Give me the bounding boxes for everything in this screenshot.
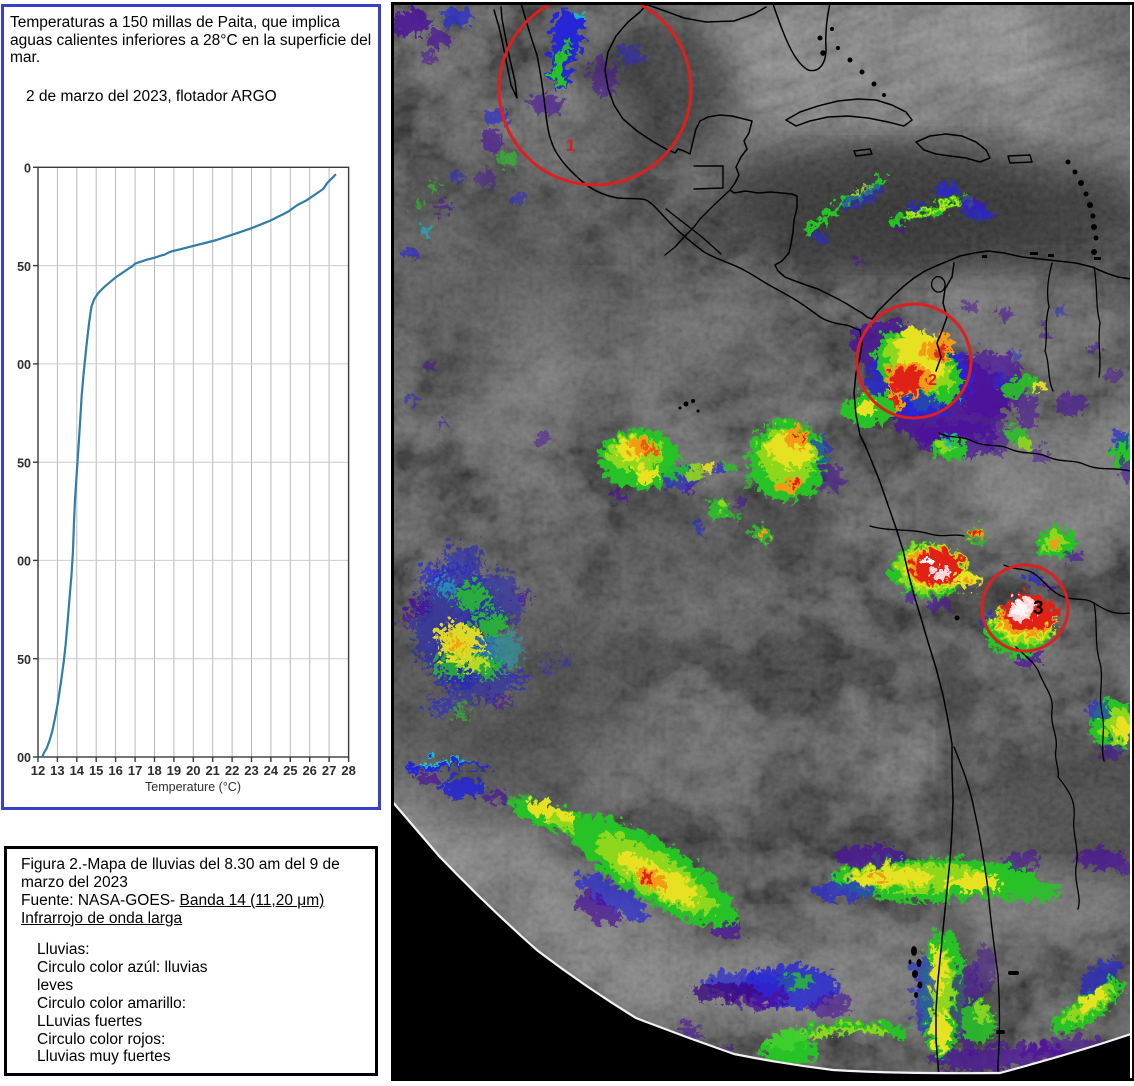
svg-text:20: 20: [186, 763, 200, 778]
svg-text:3: 3: [1033, 598, 1044, 619]
svg-text:50: 50: [17, 456, 31, 470]
svg-text:00: 00: [17, 751, 31, 765]
svg-text:12: 12: [31, 763, 45, 778]
svg-text:15: 15: [89, 763, 103, 778]
svg-text:18: 18: [147, 763, 161, 778]
svg-text:Temperature (°C): Temperature (°C): [145, 780, 241, 794]
svg-text:21: 21: [205, 763, 219, 778]
svg-text:50: 50: [17, 260, 31, 274]
svg-text:27: 27: [322, 763, 336, 778]
svg-text:23: 23: [244, 763, 258, 778]
svg-text:22: 22: [225, 763, 239, 778]
svg-text:25: 25: [283, 763, 297, 778]
svg-text:00: 00: [17, 555, 31, 569]
svg-text:14: 14: [70, 763, 85, 778]
svg-text:1: 1: [566, 136, 575, 155]
svg-text:2: 2: [928, 372, 937, 389]
svg-text:26: 26: [302, 763, 316, 778]
svg-text:0: 0: [24, 162, 31, 176]
svg-text:00: 00: [17, 358, 31, 372]
svg-text:17: 17: [128, 763, 142, 778]
svg-text:50: 50: [17, 653, 31, 667]
svg-text:16: 16: [108, 763, 122, 778]
svg-text:13: 13: [50, 763, 64, 778]
svg-text:28: 28: [341, 763, 355, 778]
svg-text:19: 19: [167, 763, 181, 778]
svg-text:24: 24: [264, 763, 279, 778]
